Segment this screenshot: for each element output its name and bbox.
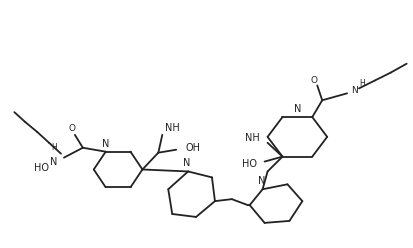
Text: N: N	[294, 104, 301, 114]
Text: HO: HO	[242, 158, 256, 169]
Text: O: O	[69, 124, 76, 133]
Text: H: H	[359, 79, 365, 88]
Text: NH: NH	[245, 133, 260, 143]
Text: N: N	[183, 158, 191, 168]
Text: O: O	[311, 76, 318, 85]
Text: HO: HO	[34, 162, 49, 173]
Text: OH: OH	[185, 143, 200, 153]
Text: H: H	[51, 143, 57, 152]
Text: N: N	[50, 156, 57, 167]
Text: N: N	[258, 176, 265, 186]
Text: N: N	[102, 139, 109, 149]
Text: N: N	[351, 86, 357, 95]
Text: NH: NH	[165, 123, 180, 133]
